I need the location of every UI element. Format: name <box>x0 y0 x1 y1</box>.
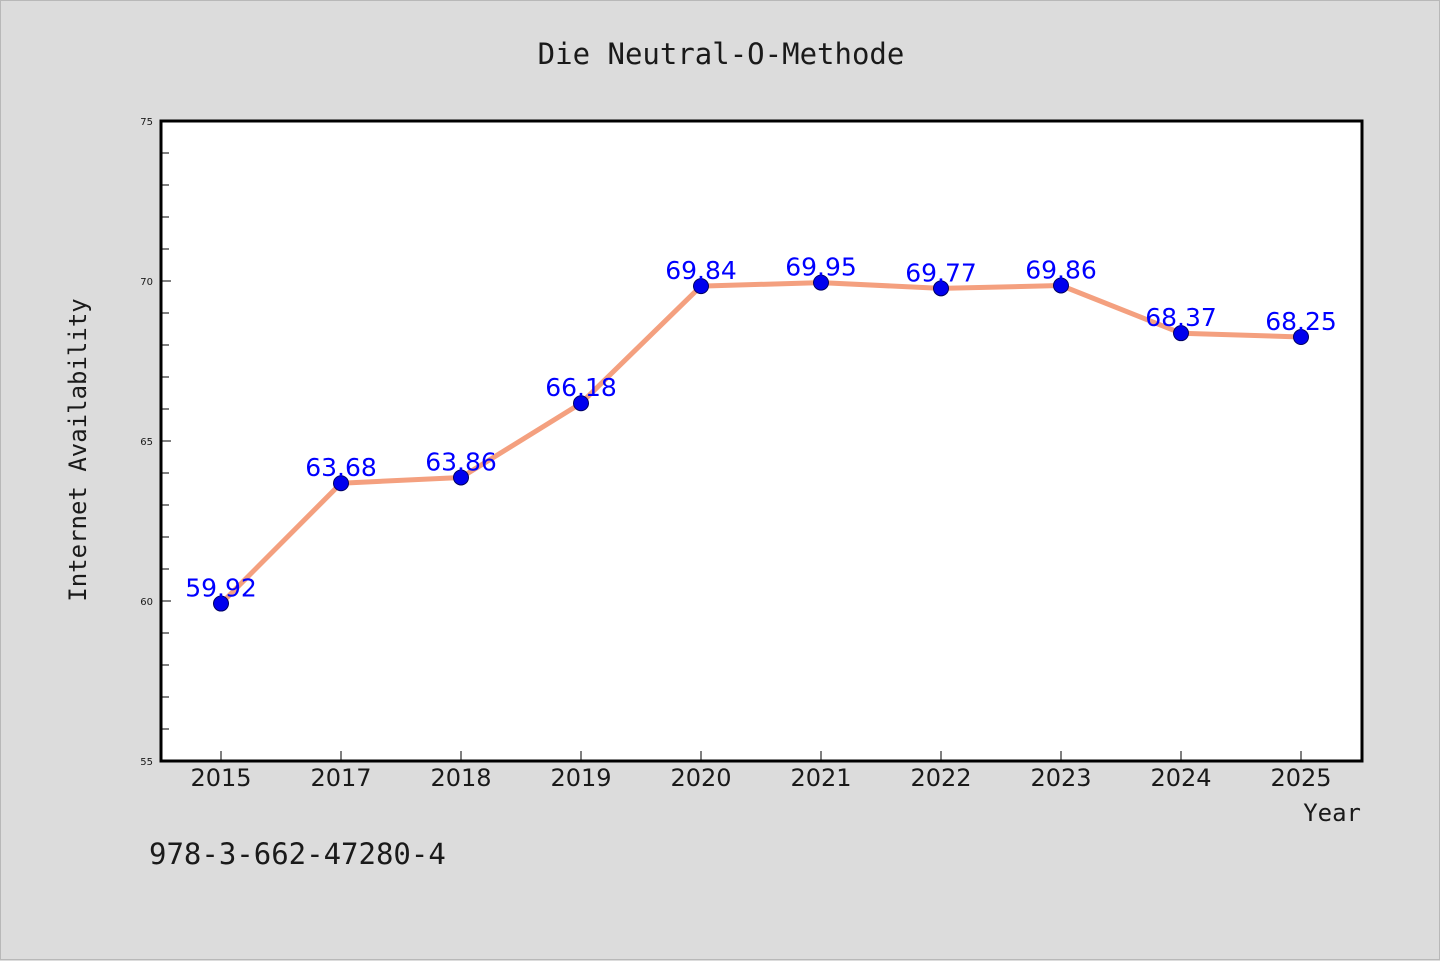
footer-isbn: 978-3-662-47280-4 <box>149 837 446 871</box>
data-point <box>213 595 229 612</box>
x-tick-label: 2019 <box>550 764 611 792</box>
chart-title: Die Neutral-O-Methode <box>538 37 905 71</box>
x-tick-label: 2018 <box>430 764 491 792</box>
x-tick-label: 2023 <box>1030 764 1091 792</box>
data-label: 69.95 <box>785 253 857 282</box>
y-tick-label: 60 <box>140 597 153 608</box>
x-tick-label: 2021 <box>790 764 851 792</box>
y-tick-label: 70 <box>140 277 153 288</box>
data-point <box>813 274 829 291</box>
data-point <box>1293 329 1309 345</box>
data-point <box>453 469 469 486</box>
y-tick-label: 55 <box>140 757 153 768</box>
data-labels: 59.92 63.68 63.86 66.18 69.84 69.95 69.77 69.86… <box>185 253 1337 603</box>
y-axis-label: Internet Availability <box>64 298 92 601</box>
x-tick-label: 2015 <box>190 764 251 792</box>
plot-area <box>159 119 1364 763</box>
data-point <box>1053 277 1069 294</box>
x-tick-label: 2017 <box>310 764 371 792</box>
data-label: 63.68 <box>305 453 377 482</box>
y-axis: 55 60 65 70 75 <box>140 117 171 768</box>
data-point <box>933 280 949 297</box>
data-label: 59.92 <box>185 574 257 603</box>
data-point <box>573 395 589 412</box>
data-point <box>333 475 349 492</box>
x-tick-label: 2020 <box>670 764 731 792</box>
data-label: 69.77 <box>905 258 977 287</box>
data-point <box>1173 325 1189 342</box>
x-tick-label: 2022 <box>910 764 971 792</box>
series-line <box>218 280 1304 607</box>
data-label: 63.86 <box>425 447 497 476</box>
y-tick-label: 65 <box>140 437 153 448</box>
data-label: 69.86 <box>1025 255 1097 284</box>
x-axis-label: Year <box>1303 799 1361 827</box>
data-point <box>693 278 709 295</box>
data-markers <box>213 274 1309 612</box>
x-axis: 2015 2017 2018 2019 2020 2021 2022 2023 2024 2025 <box>190 751 1332 792</box>
x-tick-label: 2024 <box>1150 764 1211 792</box>
data-label: 68.25 <box>1265 307 1337 336</box>
y-tick-label: 75 <box>140 117 153 128</box>
x-tick-label: 2025 <box>1270 764 1331 792</box>
data-label: 68.37 <box>1145 303 1217 332</box>
data-label: 69.84 <box>665 256 737 285</box>
data-label: 66.18 <box>545 373 617 402</box>
